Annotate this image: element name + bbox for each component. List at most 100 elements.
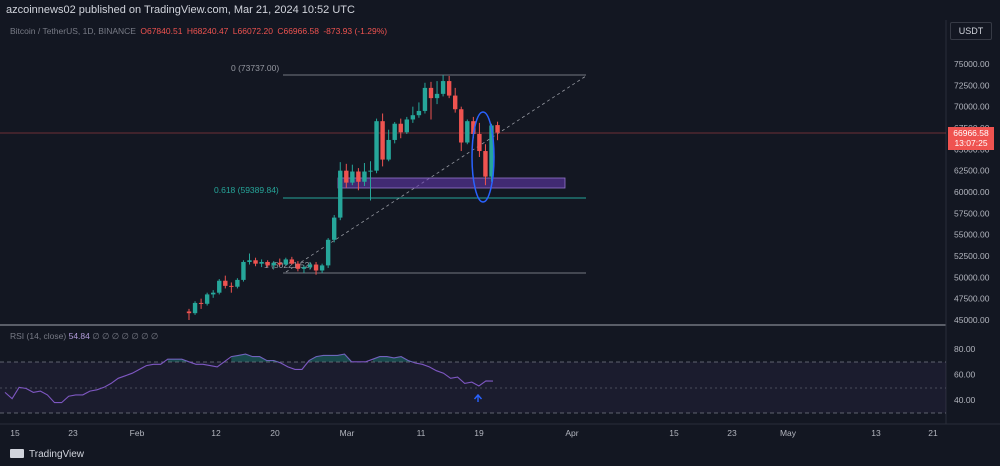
price-axis-label: 55000.00 bbox=[954, 230, 990, 240]
price-axis[interactable]: 75000.0072500.0070000.0067500.0065000.00… bbox=[954, 59, 990, 325]
time-axis-label: Feb bbox=[130, 428, 145, 438]
currency-button[interactable]: USDT bbox=[950, 22, 992, 40]
candle-body bbox=[350, 171, 355, 183]
price-axis-label: 60000.00 bbox=[954, 187, 990, 197]
footer-bar: TradingView bbox=[0, 444, 1000, 466]
time-axis-label: 15 bbox=[669, 428, 679, 438]
rsi-band bbox=[0, 362, 946, 413]
candle-body bbox=[374, 121, 379, 171]
candle-body bbox=[477, 133, 482, 152]
last-price-value: 66966.58 bbox=[953, 128, 989, 138]
candle-body bbox=[434, 93, 440, 99]
low-value: L66072.20 bbox=[232, 26, 273, 36]
candle-body bbox=[313, 264, 319, 271]
rsi-axis[interactable]: 80.00 60.00 40.00 bbox=[954, 344, 976, 405]
candle-body bbox=[295, 263, 301, 269]
candle-body bbox=[186, 311, 192, 314]
price-axis-label: 62500.00 bbox=[954, 166, 990, 176]
candle-body bbox=[404, 119, 409, 133]
time-axis-label: 23 bbox=[727, 428, 737, 438]
rsi-placeholders: ∅ ∅ ∅ ∅ ∅ ∅ ∅ bbox=[92, 331, 159, 341]
time-axis-label: Mar bbox=[340, 428, 355, 438]
candle-body bbox=[422, 87, 428, 111]
time-axis-label: 20 bbox=[270, 428, 280, 438]
time-axis-label: Apr bbox=[565, 428, 578, 438]
candle-body bbox=[446, 81, 452, 96]
time-axis-label: 13 bbox=[871, 428, 881, 438]
time-axis-label: 23 bbox=[68, 428, 78, 438]
rsi-legend[interactable]: RSI (14, close) 54.84 ∅ ∅ ∅ ∅ ∅ ∅ ∅ bbox=[10, 331, 158, 342]
candle-body bbox=[356, 171, 361, 182]
rsi-axis-label: 60.00 bbox=[954, 370, 976, 380]
price-axis-label: 52500.00 bbox=[954, 251, 990, 261]
bar-countdown: 13:07:25 bbox=[954, 138, 988, 148]
rsi-overbought-fill bbox=[167, 354, 416, 362]
candle-body bbox=[368, 170, 373, 172]
rsi-label: RSI (14, close) bbox=[10, 331, 67, 341]
price-axis-label: 72500.00 bbox=[954, 80, 990, 90]
candle-body bbox=[410, 115, 416, 120]
price-axis-label: 50000.00 bbox=[954, 272, 990, 282]
highlight-ellipse[interactable] bbox=[471, 111, 495, 203]
candle-body bbox=[229, 285, 234, 287]
candle-body bbox=[217, 280, 222, 293]
candle-body bbox=[259, 261, 264, 264]
tradingview-brand-text: TradingView bbox=[29, 449, 85, 460]
candle-body bbox=[386, 139, 391, 160]
candle-body bbox=[204, 294, 210, 304]
candle-body bbox=[289, 259, 295, 264]
candle-body bbox=[307, 264, 313, 268]
up-arrow-icon[interactable] bbox=[473, 393, 483, 402]
candle-body bbox=[265, 261, 270, 266]
fib-level-1-label: 1 (50221.52) bbox=[264, 260, 312, 270]
time-axis-label: 12 bbox=[211, 428, 221, 438]
rsi-line[interactable] bbox=[4, 353, 494, 404]
last-price-tag: 66966.58 13:07:25 bbox=[948, 127, 994, 150]
rsi-axis-label: 40.00 bbox=[954, 395, 976, 405]
candle-body bbox=[223, 280, 228, 286]
symbol-legend[interactable]: Bitcoin / TetherUS, 1D, BINANCE O67840.5… bbox=[10, 26, 389, 36]
candle-body bbox=[489, 125, 494, 177]
time-axis-label: 15 bbox=[10, 428, 20, 438]
candle-body bbox=[211, 292, 216, 295]
candle-body bbox=[416, 110, 422, 116]
candle-body bbox=[325, 239, 331, 266]
time-axis-label: 19 bbox=[474, 428, 484, 438]
candle-body bbox=[495, 125, 500, 133]
candle-body bbox=[398, 123, 403, 133]
tradingview-brand[interactable]: TradingView bbox=[10, 449, 84, 460]
fib-level-0-label: 0 (73737.00) bbox=[231, 63, 279, 73]
rsi-value: 54.84 bbox=[68, 331, 90, 341]
candle-body bbox=[332, 217, 337, 240]
candle-body bbox=[459, 109, 464, 143]
high-value: H68240.47 bbox=[186, 26, 229, 36]
close-value: C66966.58 bbox=[277, 26, 319, 36]
time-axis[interactable]: 15 23 Feb 12 20 Mar 11 19 Apr 15 23 May 13 21 bbox=[10, 428, 938, 438]
fib-trend-line[interactable] bbox=[285, 75, 587, 273]
candle-body bbox=[319, 265, 325, 271]
candle-body bbox=[440, 81, 446, 94]
candle-body bbox=[465, 121, 470, 143]
candle-body bbox=[483, 151, 488, 177]
candle-body bbox=[301, 267, 307, 269]
candle-body bbox=[247, 260, 252, 262]
candle-body bbox=[338, 170, 343, 218]
time-axis-label: 21 bbox=[928, 428, 938, 438]
candle-body bbox=[277, 262, 282, 265]
change-value: -873.93 (-1.29%) bbox=[323, 26, 388, 36]
chart-canvas[interactable]: 0 (73737.00) 0.618 (59389.84) 1 (50221.5… bbox=[0, 20, 1000, 444]
fib-level-0618-label: 0.618 (59389.84) bbox=[214, 185, 279, 195]
candlestick-series[interactable] bbox=[186, 75, 500, 320]
candle-body bbox=[283, 259, 288, 265]
rsi-axis-label: 80.00 bbox=[954, 344, 976, 354]
price-axis-label: 45000.00 bbox=[954, 315, 990, 325]
tradingview-logo-icon bbox=[10, 449, 24, 458]
support-zone-rect[interactable] bbox=[337, 177, 566, 189]
candle-body bbox=[241, 261, 246, 280]
price-axis-label: 75000.00 bbox=[954, 59, 990, 69]
price-axis-label: 47500.00 bbox=[954, 294, 990, 304]
price-axis-label: 70000.00 bbox=[954, 102, 990, 112]
time-axis-label: May bbox=[780, 428, 797, 438]
symbol-name: Bitcoin / TetherUS, 1D, BINANCE bbox=[10, 26, 136, 36]
open-value: O67840.51 bbox=[140, 26, 183, 36]
